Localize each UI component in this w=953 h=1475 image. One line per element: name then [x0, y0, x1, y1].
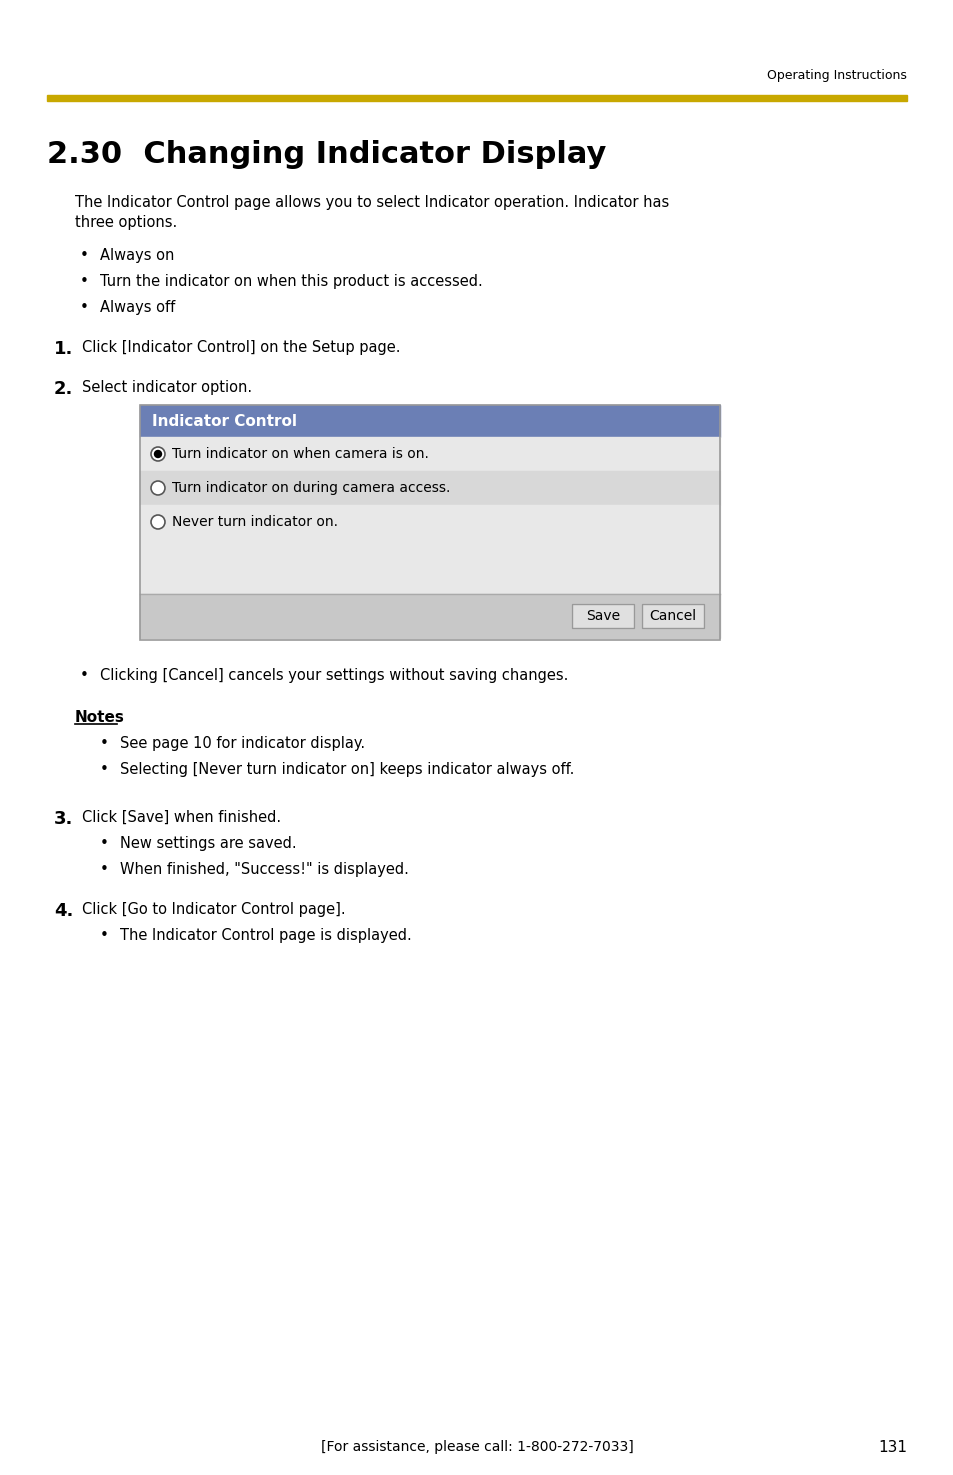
Text: 4.: 4.: [54, 903, 73, 920]
Text: •: •: [80, 248, 89, 263]
Text: •: •: [100, 836, 109, 851]
Text: Select indicator option.: Select indicator option.: [82, 381, 252, 395]
Text: 1.: 1.: [54, 341, 73, 358]
Text: Click [Go to Indicator Control page].: Click [Go to Indicator Control page].: [82, 903, 345, 917]
Text: •: •: [80, 668, 89, 683]
Text: Indicator Control: Indicator Control: [152, 414, 296, 429]
Bar: [140, 538, 720, 594]
Circle shape: [151, 515, 165, 530]
Text: Always on: Always on: [100, 248, 174, 263]
Text: Clicking [Cancel] cancels your settings without saving changes.: Clicking [Cancel] cancels your settings …: [100, 668, 568, 683]
Bar: [140, 471, 720, 504]
Text: Click [Save] when finished.: Click [Save] when finished.: [82, 810, 281, 825]
Text: Turn the indicator on when this product is accessed.: Turn the indicator on when this product …: [100, 274, 482, 289]
Text: •: •: [100, 736, 109, 751]
Bar: [140, 437, 720, 471]
Bar: [641, 603, 703, 628]
Text: The Indicator Control page is displayed.: The Indicator Control page is displayed.: [120, 928, 412, 943]
Text: New settings are saved.: New settings are saved.: [120, 836, 296, 851]
Text: The Indicator Control page allows you to select Indicator operation. Indicator h: The Indicator Control page allows you to…: [75, 195, 669, 230]
Text: •: •: [80, 299, 89, 316]
Text: See page 10 for indicator display.: See page 10 for indicator display.: [120, 736, 365, 751]
Text: Operating Instructions: Operating Instructions: [766, 69, 906, 83]
Text: 3.: 3.: [54, 810, 73, 827]
Bar: [140, 406, 720, 437]
Bar: [572, 603, 634, 628]
Text: Notes: Notes: [75, 709, 125, 726]
Text: Selecting [Never turn indicator on] keeps indicator always off.: Selecting [Never turn indicator on] keep…: [120, 763, 574, 777]
Text: Save: Save: [585, 609, 619, 622]
Circle shape: [154, 450, 161, 457]
Text: Always off: Always off: [100, 299, 175, 316]
Bar: [140, 504, 720, 538]
Bar: [140, 406, 720, 640]
Text: •: •: [80, 274, 89, 289]
Text: 2.: 2.: [54, 381, 73, 398]
Text: 131: 131: [877, 1440, 906, 1454]
Circle shape: [151, 481, 165, 496]
Text: Turn indicator on when camera is on.: Turn indicator on when camera is on.: [172, 447, 429, 462]
Circle shape: [151, 447, 165, 462]
Text: •: •: [100, 928, 109, 943]
Text: Cancel: Cancel: [649, 609, 696, 622]
Text: 2.30  Changing Indicator Display: 2.30 Changing Indicator Display: [47, 140, 606, 170]
Bar: [140, 594, 720, 639]
Text: Never turn indicator on.: Never turn indicator on.: [172, 515, 337, 530]
Bar: [572, 603, 634, 628]
Text: Turn indicator on during camera access.: Turn indicator on during camera access.: [172, 481, 450, 496]
Text: When finished, "Success!" is displayed.: When finished, "Success!" is displayed.: [120, 861, 409, 878]
Text: •: •: [100, 763, 109, 777]
Text: [For assistance, please call: 1-800-272-7033]: [For assistance, please call: 1-800-272-…: [320, 1440, 633, 1454]
Text: •: •: [100, 861, 109, 878]
Bar: [47, 94, 906, 100]
Bar: [641, 603, 703, 628]
Text: Click [Indicator Control] on the Setup page.: Click [Indicator Control] on the Setup p…: [82, 341, 400, 355]
